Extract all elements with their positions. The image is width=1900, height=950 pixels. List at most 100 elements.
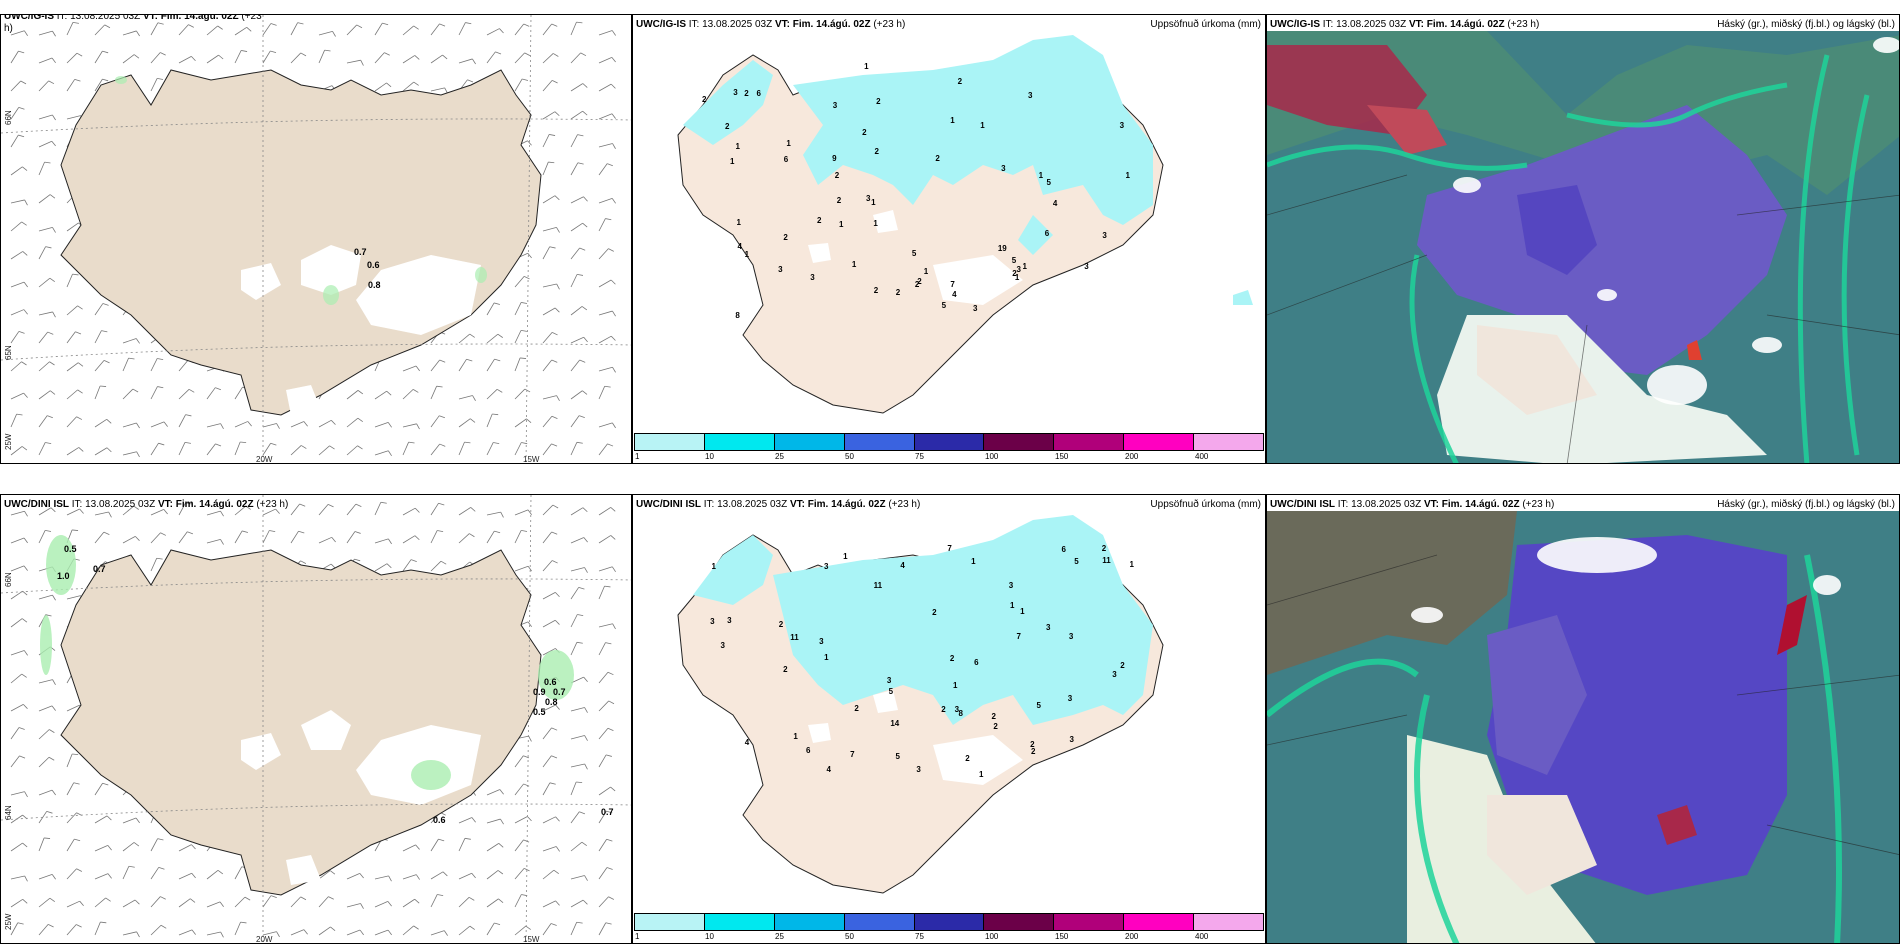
wind-barb-feather: [246, 27, 252, 32]
wind-barb-feather: [583, 196, 588, 202]
wind-label: 0.7: [553, 687, 566, 697]
wind-barb: [570, 841, 583, 852]
wind-barb: [150, 532, 161, 544]
wind-barb: [290, 22, 298, 36]
wind-barb-feather: [51, 874, 56, 880]
wind-barb-feather: [494, 922, 501, 926]
legend-swatch: [984, 434, 1055, 450]
wind-barb: [514, 276, 525, 288]
wind-barb-feather: [438, 838, 445, 842]
wind-barb: [290, 896, 301, 908]
wind-barb: [570, 274, 578, 288]
wind-barb: [38, 594, 53, 600]
wind-barb: [66, 812, 77, 824]
wind-barb: [122, 505, 135, 516]
wind-barb-feather: [472, 395, 476, 401]
wind-barb: [290, 52, 302, 64]
wind-barb: [598, 366, 613, 372]
wind-barb-feather: [299, 503, 306, 507]
wind-barb-feather: [579, 247, 586, 251]
wind-barb: [570, 537, 585, 544]
wind-barb: [234, 50, 242, 64]
wind-barb: [458, 418, 471, 428]
wind-barb-feather: [612, 143, 616, 149]
wind-barb-feather: [188, 388, 195, 393]
wind-barb: [38, 873, 53, 880]
precip-value: 2: [1120, 660, 1125, 670]
wind-barb-feather: [331, 420, 336, 425]
wind-barb: [486, 789, 501, 796]
wind-barb-feather: [410, 559, 417, 562]
wind-barb-feather: [583, 336, 588, 343]
wind-barb-feather: [184, 441, 191, 444]
lat-label: 65N: [4, 345, 13, 360]
wind-barb: [570, 359, 580, 372]
wind-barb-feather: [52, 679, 56, 686]
wind-barb-feather: [331, 537, 336, 543]
wind-barb: [94, 24, 105, 36]
legend-swatch: [1194, 434, 1264, 450]
wind-barb: [10, 80, 22, 92]
wind-barb: [38, 415, 48, 428]
wind-barb-feather: [577, 162, 584, 165]
wind-barb-feather: [607, 671, 614, 676]
wind-barb-feather: [219, 901, 224, 907]
cloud-panel-top: UWC/IG-IS IT: 13.08.2025 03Z VT: Fim. 14…: [1266, 14, 1900, 464]
wind-barb: [178, 360, 189, 372]
wind-barb: [598, 786, 611, 796]
wind-barb: [234, 386, 243, 400]
legend-swatch: [984, 914, 1055, 930]
wind-barb-feather: [605, 754, 612, 757]
wind-barb: [402, 389, 414, 400]
wind-barb-feather: [22, 899, 28, 904]
precip-value: 1: [1014, 272, 1020, 282]
panel-title: UWC/DINI ISL IT: 13.08.2025 03Z VT: Fim.…: [636, 499, 921, 510]
wind-barb: [38, 140, 52, 148]
precip-value: 4: [952, 289, 957, 299]
wind-barb-feather: [469, 925, 475, 930]
wind-barb: [374, 422, 389, 428]
legend-swatch: [704, 434, 775, 450]
wind-barb: [570, 134, 578, 148]
wind-barb: [542, 53, 554, 64]
wind-barb: [94, 385, 101, 400]
wind-barb: [486, 530, 495, 544]
wind-barb-feather: [19, 755, 26, 759]
wind-barb-feather: [437, 530, 444, 532]
wind-barb-feather: [44, 837, 51, 839]
wind-barb: [598, 163, 608, 176]
wind-barb-feather: [607, 443, 614, 447]
wind-barb: [206, 25, 218, 36]
wind-barb-feather: [46, 810, 53, 814]
wind-barb-feather: [551, 415, 558, 420]
wind-barb-feather: [329, 445, 335, 450]
wind-barb-feather: [270, 895, 277, 898]
wind-barb: [10, 251, 23, 260]
wind-barb: [430, 23, 440, 36]
wind-barb: [234, 441, 241, 456]
wind-barb-feather: [472, 58, 476, 65]
wind-barb: [206, 54, 219, 64]
wind-barb-feather: [217, 25, 223, 30]
wind-barb: [570, 642, 578, 656]
wind-barb-feather: [215, 443, 222, 447]
wind-barb: [430, 359, 440, 372]
wind-barb-feather: [332, 31, 336, 37]
wind-barb-feather: [24, 511, 28, 517]
wind-barb-feather: [300, 896, 307, 901]
wind-barb-feather: [100, 385, 107, 387]
wind-barb: [66, 595, 81, 600]
panel-variable: Háský (gr.), miðský (fj.bl.) og lágský (…: [1717, 19, 1895, 30]
wind-barb-feather: [160, 52, 166, 56]
precip-value: 19: [997, 243, 1007, 253]
wind-barb-feather: [551, 443, 558, 447]
wind-barb-feather: [191, 844, 196, 850]
precip-value: 3: [733, 88, 738, 98]
wind-barb-feather: [582, 222, 588, 228]
wind-barb-feather: [582, 507, 588, 513]
wind-barb: [598, 422, 613, 428]
wind-barb-feather: [469, 333, 475, 338]
wind-barb-feather: [521, 302, 528, 304]
wind-barb-feather: [552, 560, 558, 564]
wind-barb-feather: [612, 422, 616, 429]
